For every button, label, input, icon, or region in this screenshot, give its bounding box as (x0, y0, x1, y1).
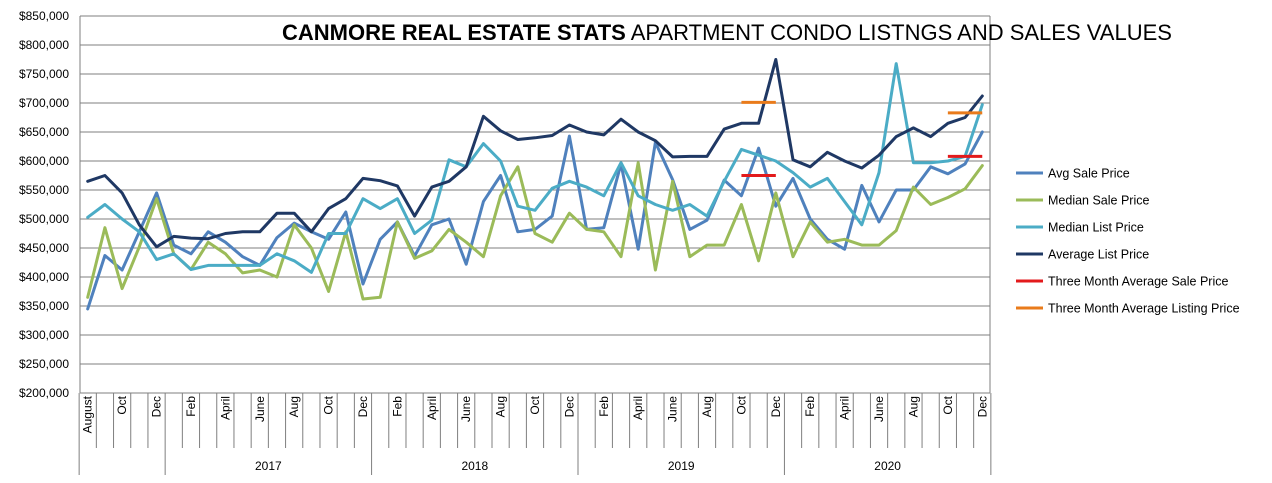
y-axis: $850,000 $800,000 $750,000 $700,000 $650,000… (19, 9, 991, 400)
legend-label: Three Month Average Listing Price (1048, 302, 1240, 316)
x-tick-label: Feb (597, 396, 611, 417)
x-tick-label: April (425, 396, 439, 420)
x-tick-label: Oct (115, 395, 129, 414)
x-tick-label: Dec (356, 396, 370, 417)
x-tick-label: April (631, 396, 645, 420)
x-year-label: 2019 (668, 459, 695, 473)
y-tick-label: $300,000 (19, 328, 69, 342)
x-tick-label: Oct (322, 395, 336, 414)
y-tick-label: $600,000 (19, 154, 69, 168)
legend-label: Median List Price (1048, 221, 1144, 235)
x-tick-label: June (459, 396, 473, 422)
x-tick-label: June (872, 396, 886, 422)
y-tick-label: $850,000 (19, 9, 69, 23)
legend-label: Average List Price (1048, 248, 1149, 262)
series-line-median-list-price (86, 62, 984, 274)
x-tick-label: Aug (700, 396, 714, 417)
x-tick-label: June (253, 396, 267, 422)
x-tick-label: Feb (390, 396, 404, 417)
chart-title-bold: CANMORE REAL ESTATE STATS (282, 20, 626, 45)
y-tick-label: $250,000 (19, 357, 69, 371)
x-tick-label: Oct (528, 395, 542, 414)
chart-title-rest: APARTMENT CONDO LISTNGS AND SALES VALUES (626, 20, 1172, 45)
x-year-label: 2018 (461, 459, 488, 473)
x-tick-label: Feb (184, 396, 198, 417)
legend-label: Median Sale Price (1048, 194, 1149, 208)
x-tick-label: April (218, 396, 232, 420)
x-tick-label: April (838, 396, 852, 420)
chart-title: CANMORE REAL ESTATE STATS APARTMENT COND… (282, 20, 1172, 45)
y-tick-label: $400,000 (19, 270, 69, 284)
x-tick-label: Dec (769, 396, 783, 417)
legend-label: Three Month Average Sale Price (1048, 275, 1228, 289)
x-tick-label: Aug (287, 396, 301, 417)
x-tick-label: Oct (941, 395, 955, 414)
y-tick-label: $750,000 (19, 67, 69, 81)
x-tick-label: Oct (734, 395, 748, 414)
x-year-label: 2017 (255, 459, 282, 473)
x-tick-label: Feb (803, 396, 817, 417)
x-tick-label: Dec (975, 396, 989, 417)
y-tick-label: $650,000 (19, 125, 69, 139)
legend-label: Avg Sale Price (1048, 167, 1130, 181)
x-tick-label: Dec (562, 396, 576, 417)
y-tick-label: $800,000 (19, 38, 69, 52)
x-year-label: 2020 (874, 459, 901, 473)
three-month-average-layer (741, 100, 983, 177)
y-tick-label: $450,000 (19, 241, 69, 255)
x-tick-label: August (81, 395, 95, 433)
y-tick-label: $200,000 (19, 386, 69, 400)
y-tick-label: $700,000 (19, 96, 69, 110)
series-line-average-list-price (86, 58, 984, 249)
x-tick-label: Aug (906, 396, 920, 417)
x-axis: August Oct Dec Feb April June Aug Oct Dec Feb Apri… (78, 392, 992, 475)
x-tick-label: June (666, 396, 680, 422)
x-tick-label: Aug (494, 396, 508, 417)
y-tick-label: $500,000 (19, 212, 69, 226)
x-tick-label: Dec (150, 396, 164, 417)
y-tick-label: $550,000 (19, 183, 69, 197)
series-layer (86, 58, 984, 311)
legend: Avg Sale Price Median Sale Price Median Li… (1016, 167, 1240, 316)
y-tick-label: $350,000 (19, 299, 69, 313)
